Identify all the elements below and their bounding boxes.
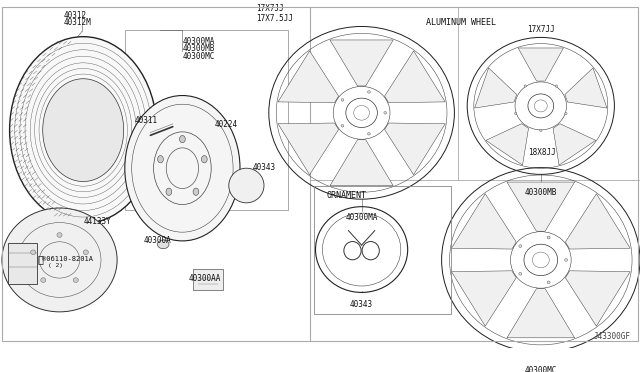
Polygon shape [330,140,393,186]
Ellipse shape [57,232,62,237]
Polygon shape [385,51,445,103]
Ellipse shape [2,208,117,312]
Ellipse shape [341,99,344,101]
Text: 40300MB: 40300MB [182,44,215,53]
Polygon shape [385,123,445,175]
Polygon shape [486,124,529,165]
Ellipse shape [179,135,186,143]
Ellipse shape [524,85,527,87]
Text: ALUMINUM WHEEL: ALUMINUM WHEEL [426,17,496,27]
Text: J43300GF: J43300GF [593,331,630,341]
Text: 40312: 40312 [64,11,87,20]
Text: Ⓑ: Ⓑ [37,254,43,264]
Ellipse shape [515,112,517,115]
Polygon shape [553,124,596,165]
Ellipse shape [540,129,542,132]
Polygon shape [8,243,37,284]
Polygon shape [330,40,393,86]
Text: 18X8JJ: 18X8JJ [528,148,556,157]
Text: 40300A: 40300A [144,236,172,245]
Ellipse shape [367,91,371,93]
Text: 40300MA: 40300MA [182,37,215,46]
Ellipse shape [166,188,172,195]
Text: 40300MC: 40300MC [525,366,557,372]
Ellipse shape [564,259,568,261]
Ellipse shape [367,132,371,135]
Polygon shape [451,194,516,249]
Text: 40300AA: 40300AA [189,274,221,283]
Text: 40343: 40343 [350,300,373,309]
Polygon shape [565,194,630,249]
Ellipse shape [519,272,522,275]
Polygon shape [507,289,575,338]
Text: 40311: 40311 [134,116,157,125]
Ellipse shape [384,112,387,114]
Polygon shape [565,271,630,326]
Text: 40300MC: 40300MC [182,52,215,61]
Text: ( 2): ( 2) [48,263,63,268]
Text: 40343: 40343 [253,163,276,172]
Ellipse shape [547,281,550,284]
Text: 40224: 40224 [214,120,237,129]
Ellipse shape [41,278,46,282]
Ellipse shape [43,79,124,182]
Text: 40300MB: 40300MB [525,188,557,197]
Text: 40300MA: 40300MA [346,213,378,222]
Text: ORNAMENT: ORNAMENT [326,191,366,200]
Ellipse shape [157,240,169,249]
Polygon shape [565,68,607,108]
Ellipse shape [83,250,88,254]
Polygon shape [507,182,575,231]
Polygon shape [518,48,563,81]
Polygon shape [278,123,339,175]
Ellipse shape [341,125,344,127]
Polygon shape [278,51,339,103]
Text: 44133Y: 44133Y [83,217,111,226]
Ellipse shape [547,236,550,239]
Ellipse shape [564,112,567,115]
Ellipse shape [193,188,199,195]
Ellipse shape [73,278,78,282]
Text: 40312M: 40312M [64,17,92,27]
Polygon shape [451,271,516,326]
Ellipse shape [157,155,163,163]
Text: 17X7JJ: 17X7JJ [527,25,555,34]
Ellipse shape [125,96,240,241]
Ellipse shape [202,155,207,163]
Ellipse shape [10,37,157,224]
Polygon shape [475,68,516,108]
Ellipse shape [519,245,522,247]
Text: 17X7JJ
17X7.5JJ: 17X7JJ 17X7.5JJ [256,4,293,23]
FancyBboxPatch shape [193,269,223,291]
Ellipse shape [555,85,557,87]
Ellipse shape [229,168,264,203]
Text: ®06110-8201A: ®06110-8201A [42,256,93,263]
Ellipse shape [31,250,36,254]
